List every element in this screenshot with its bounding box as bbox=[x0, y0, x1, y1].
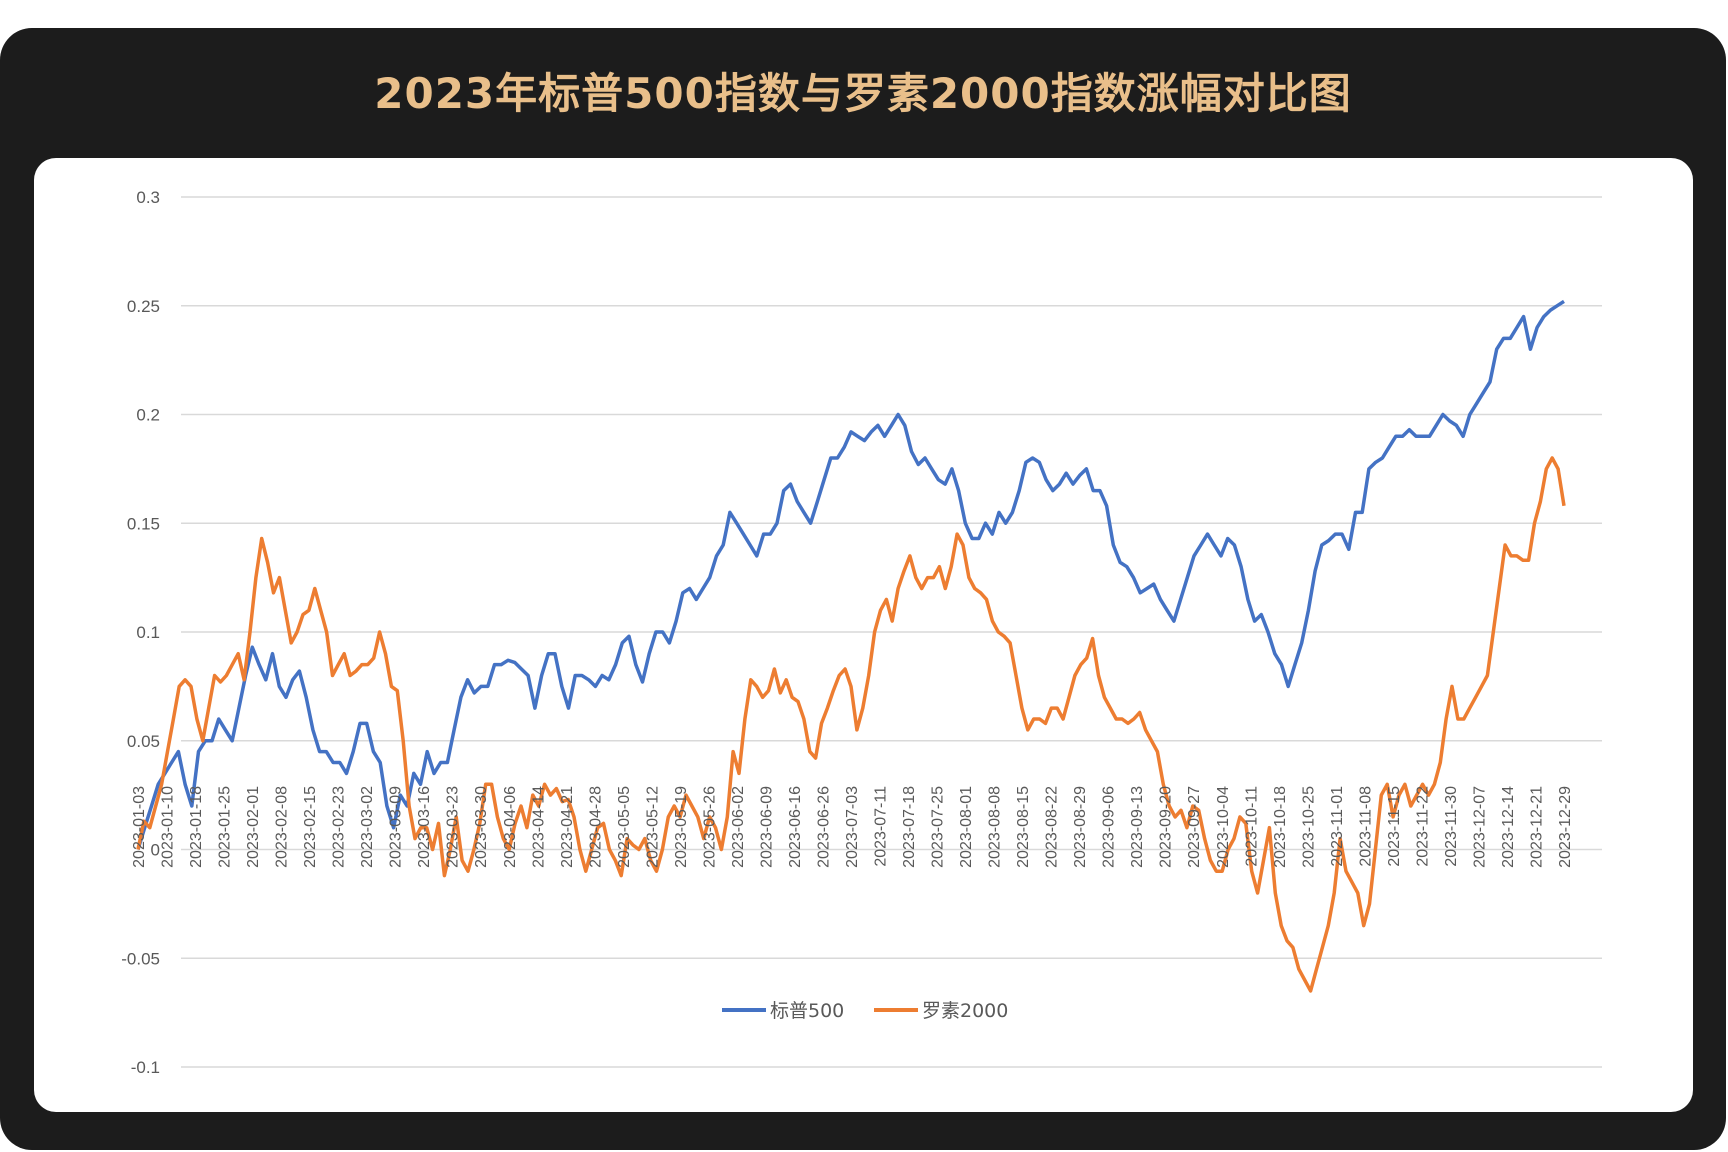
legend-item-sp500: 标普500 bbox=[722, 1000, 844, 1022]
x-tick-label: 2023-07-03 bbox=[844, 786, 861, 868]
x-tick-label: 2023-03-23 bbox=[445, 786, 462, 868]
y-tick-label: 0.15 bbox=[127, 514, 160, 533]
x-tick-label: 2023-07-18 bbox=[901, 786, 918, 868]
x-tick-label: 2023-07-25 bbox=[930, 786, 947, 868]
x-tick-label: 2023-08-22 bbox=[1044, 786, 1061, 868]
x-tick-label: 2023-07-11 bbox=[873, 786, 890, 867]
x-tick-label: 2023-11-30 bbox=[1443, 786, 1460, 867]
y-tick-label: 0.3 bbox=[136, 188, 160, 207]
x-tick-label: 2023-12-29 bbox=[1557, 786, 1574, 868]
x-tick-label: 2023-02-15 bbox=[302, 786, 319, 868]
y-tick-label: 0.1 bbox=[136, 623, 160, 642]
x-tick-label: 2023-10-04 bbox=[1215, 786, 1232, 868]
x-tick-label: 2023-06-16 bbox=[787, 786, 804, 868]
x-tick-label: 2023-10-11 bbox=[1243, 786, 1260, 867]
x-tick-label: 2023-08-15 bbox=[1015, 786, 1032, 868]
x-tick-label: 2023-03-09 bbox=[388, 786, 405, 868]
line-chart: -0.1-0.0500.050.10.150.20.250.32023-01-0… bbox=[34, 158, 1693, 1112]
x-tick-label: 2023-12-21 bbox=[1529, 786, 1546, 868]
x-tick-label: 2023-02-23 bbox=[331, 786, 348, 868]
x-tick-label: 2023-01-10 bbox=[160, 786, 177, 868]
x-tick-label: 2023-04-28 bbox=[587, 786, 604, 868]
series-line-sp500 bbox=[138, 301, 1564, 849]
y-tick-label: -0.1 bbox=[131, 1058, 160, 1077]
x-tick-label: 2023-05-19 bbox=[673, 786, 690, 868]
x-tick-label: 2023-09-20 bbox=[1158, 786, 1175, 868]
x-tick-label: 2023-05-12 bbox=[644, 786, 661, 868]
y-tick-label: -0.05 bbox=[121, 949, 160, 968]
x-tick-label: 2023-03-16 bbox=[416, 786, 433, 868]
y-tick-label: 0.05 bbox=[127, 732, 160, 751]
x-tick-label: 2023-10-25 bbox=[1300, 786, 1317, 868]
x-tick-label: 2023-03-30 bbox=[473, 786, 490, 868]
x-tick-label: 2023-11-01 bbox=[1329, 786, 1346, 867]
x-tick-label: 2023-01-03 bbox=[131, 786, 148, 868]
x-tick-label: 2023-06-02 bbox=[730, 786, 747, 868]
x-tick-label: 2023-04-14 bbox=[530, 786, 547, 868]
chart-title: 2023年标普500指数与罗素2000指数涨幅对比图 bbox=[0, 28, 1726, 152]
legend-label: 罗素2000 bbox=[922, 1000, 1008, 1022]
x-tick-label: 2023-11-08 bbox=[1357, 786, 1374, 867]
chart-panel: -0.1 -0.05 0 0.05 0.1 0.15 0.2 0.25 0.3 2023-01-0… bbox=[34, 158, 1693, 1112]
x-tick-label: 2023-04-06 bbox=[502, 786, 519, 868]
chart-card: 2023年标普500指数与罗素2000指数涨幅对比图 -0.1 -0.05 0 0.0… bbox=[0, 28, 1726, 1150]
x-tick-label: 2023-08-29 bbox=[1072, 786, 1089, 868]
x-tick-label: 2023-10-18 bbox=[1272, 786, 1289, 868]
x-tick-label: 2023-11-15 bbox=[1386, 786, 1403, 867]
x-tick-label: 2023-05-26 bbox=[701, 786, 718, 868]
y-tick-label: 0.25 bbox=[127, 297, 160, 316]
y-tick-label: 0.2 bbox=[136, 406, 160, 425]
legend-label: 标普500 bbox=[770, 1000, 844, 1022]
x-tick-label: 2023-11-22 bbox=[1414, 786, 1431, 867]
x-tick-label: 2023-08-01 bbox=[958, 786, 975, 868]
x-tick-label: 2023-04-21 bbox=[559, 786, 576, 868]
x-tick-label: 2023-09-13 bbox=[1129, 786, 1146, 868]
x-tick-label: 2023-06-09 bbox=[758, 786, 775, 868]
x-tick-label: 2023-06-26 bbox=[816, 786, 833, 868]
x-tick-label: 2023-02-01 bbox=[245, 786, 262, 868]
x-tick-label: 2023-08-08 bbox=[987, 786, 1004, 868]
x-tick-label: 2023-02-08 bbox=[274, 786, 291, 868]
x-tick-label: 2023-01-25 bbox=[217, 786, 234, 868]
x-tick-label: 2023-09-06 bbox=[1101, 786, 1118, 868]
legend-item-russell2000: 罗素2000 bbox=[874, 1000, 1008, 1022]
x-tick-label: 2023-12-07 bbox=[1471, 786, 1488, 868]
x-tick-label: 2023-09-27 bbox=[1186, 786, 1203, 868]
x-tick-label: 2023-05-05 bbox=[616, 786, 633, 868]
x-tick-label: 2023-03-02 bbox=[359, 786, 376, 868]
x-tick-label: 2023-01-18 bbox=[188, 786, 205, 868]
x-tick-label: 2023-12-14 bbox=[1500, 786, 1517, 868]
